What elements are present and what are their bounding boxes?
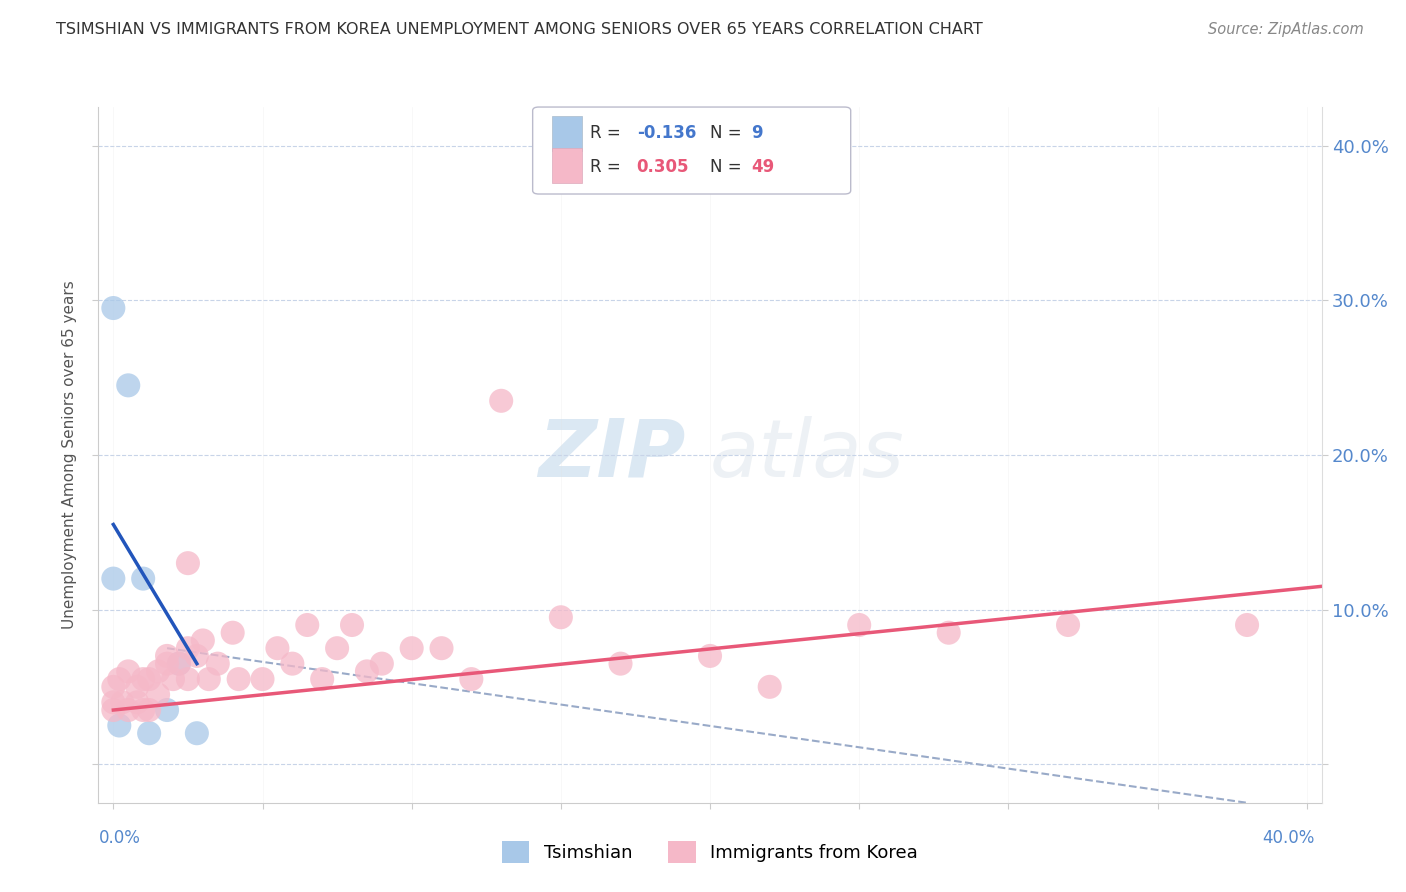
Immigrants from Korea	[356, 665, 378, 679]
Tsimshian	[117, 378, 139, 392]
Immigrants from Korea	[177, 672, 200, 686]
Text: N =: N =	[710, 158, 747, 176]
Immigrants from Korea	[177, 641, 200, 656]
Immigrants from Korea	[609, 657, 631, 671]
Immigrants from Korea	[340, 618, 363, 632]
Immigrants from Korea	[460, 672, 482, 686]
Immigrants from Korea	[177, 556, 200, 570]
Immigrants from Korea	[146, 688, 169, 702]
Tsimshian	[186, 726, 208, 740]
Text: TSIMSHIAN VS IMMIGRANTS FROM KOREA UNEMPLOYMENT AMONG SENIORS OVER 65 YEARS CORR: TSIMSHIAN VS IMMIGRANTS FROM KOREA UNEMP…	[56, 22, 983, 37]
Immigrants from Korea	[127, 695, 149, 709]
Immigrants from Korea	[127, 680, 149, 694]
Text: -0.136: -0.136	[637, 125, 696, 143]
Immigrants from Korea	[281, 657, 304, 671]
Immigrants from Korea	[758, 680, 780, 694]
Text: N =: N =	[710, 125, 747, 143]
Text: 49: 49	[752, 158, 775, 176]
Immigrants from Korea	[311, 672, 333, 686]
Immigrants from Korea	[848, 618, 870, 632]
Tsimshian	[103, 301, 125, 315]
Immigrants from Korea	[162, 672, 184, 686]
Text: 0.0%: 0.0%	[98, 829, 141, 847]
Immigrants from Korea	[167, 657, 190, 671]
Immigrants from Korea	[430, 641, 453, 656]
Immigrants from Korea	[489, 393, 512, 408]
Text: R =: R =	[591, 158, 626, 176]
Y-axis label: Unemployment Among Seniors over 65 years: Unemployment Among Seniors over 65 years	[62, 281, 77, 629]
Immigrants from Korea	[326, 641, 349, 656]
Immigrants from Korea	[191, 633, 214, 648]
Immigrants from Korea	[401, 641, 423, 656]
Immigrants from Korea	[156, 657, 179, 671]
Tsimshian	[103, 572, 125, 586]
Immigrants from Korea	[186, 648, 208, 663]
Immigrants from Korea	[252, 672, 274, 686]
Immigrants from Korea	[138, 703, 160, 717]
Immigrants from Korea	[266, 641, 288, 656]
Immigrants from Korea	[938, 625, 960, 640]
Immigrants from Korea	[103, 680, 125, 694]
Immigrants from Korea	[146, 665, 169, 679]
Text: R =: R =	[591, 125, 626, 143]
FancyBboxPatch shape	[533, 107, 851, 194]
Immigrants from Korea	[156, 648, 179, 663]
Immigrants from Korea	[1057, 618, 1080, 632]
Immigrants from Korea	[1236, 618, 1258, 632]
Legend: Tsimshian, Immigrants from Korea: Tsimshian, Immigrants from Korea	[502, 841, 918, 863]
Immigrants from Korea	[297, 618, 319, 632]
Text: 9: 9	[752, 125, 763, 143]
Immigrants from Korea	[117, 703, 139, 717]
Immigrants from Korea	[138, 672, 160, 686]
Immigrants from Korea	[699, 648, 721, 663]
Tsimshian	[138, 726, 160, 740]
Text: 0.305: 0.305	[637, 158, 689, 176]
Text: ZIP: ZIP	[538, 416, 686, 494]
Immigrants from Korea	[371, 657, 394, 671]
Immigrants from Korea	[103, 703, 125, 717]
Text: 40.0%: 40.0%	[1263, 829, 1315, 847]
FancyBboxPatch shape	[553, 116, 582, 151]
Tsimshian	[167, 657, 190, 671]
Immigrants from Korea	[108, 672, 131, 686]
Immigrants from Korea	[550, 610, 572, 624]
Immigrants from Korea	[117, 665, 139, 679]
Text: Source: ZipAtlas.com: Source: ZipAtlas.com	[1208, 22, 1364, 37]
Immigrants from Korea	[103, 695, 125, 709]
Immigrants from Korea	[132, 703, 155, 717]
Immigrants from Korea	[132, 672, 155, 686]
Immigrants from Korea	[207, 657, 229, 671]
Tsimshian	[132, 572, 155, 586]
Immigrants from Korea	[111, 695, 134, 709]
Immigrants from Korea	[228, 672, 250, 686]
FancyBboxPatch shape	[553, 148, 582, 183]
Tsimshian	[156, 703, 179, 717]
Immigrants from Korea	[198, 672, 221, 686]
Tsimshian	[108, 718, 131, 732]
Text: atlas: atlas	[710, 416, 905, 494]
Immigrants from Korea	[221, 625, 243, 640]
